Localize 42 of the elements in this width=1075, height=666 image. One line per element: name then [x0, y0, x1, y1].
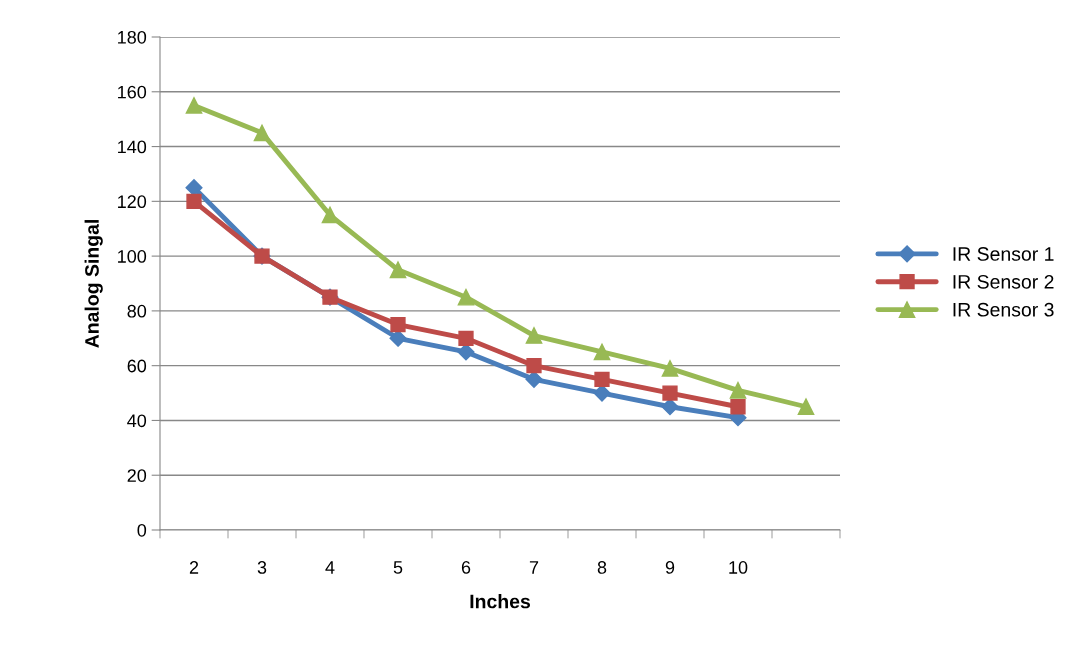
x-tick-label: 4 — [325, 561, 335, 574]
point — [662, 385, 678, 401]
x-tick-label: 5 — [393, 561, 403, 574]
point — [526, 358, 542, 374]
point — [185, 97, 203, 114]
x-tick-label: 6 — [461, 561, 471, 574]
legend-label: IR Sensor 2 — [953, 274, 1054, 289]
x-tick-label: 2 — [189, 561, 199, 574]
point — [525, 327, 543, 344]
point — [593, 343, 611, 361]
y-tick-label: 120 — [118, 195, 147, 209]
y-tick-label: 20 — [127, 469, 147, 482]
point — [458, 330, 474, 346]
point — [594, 371, 610, 388]
y-tick-label: 60 — [127, 359, 147, 373]
point — [390, 316, 406, 333]
y-tick-label: 100 — [118, 250, 147, 263]
x-tick-label: 9 — [665, 561, 675, 574]
point — [389, 261, 407, 279]
y-tick-label: 0 — [137, 523, 147, 537]
point — [253, 124, 271, 142]
x-tick-label: 8 — [597, 561, 607, 574]
legend-label: IR Sensor 3 — [953, 302, 1054, 317]
x-tick-label: 3 — [257, 561, 267, 574]
x-tick-label: 10 — [729, 561, 748, 574]
point — [729, 381, 747, 399]
y-tick-label: 180 — [118, 30, 147, 44]
y-tick-label: 40 — [127, 414, 147, 428]
x-axis-title: Inches — [470, 594, 531, 609]
point — [661, 398, 679, 416]
y-tick-label: 160 — [118, 85, 147, 99]
point — [186, 193, 202, 209]
point — [321, 206, 339, 224]
y-tick-label: 80 — [127, 304, 147, 318]
point — [730, 399, 746, 415]
y-axis-title: Analog Singal — [84, 220, 103, 348]
legend-label: IR Sensor 1 — [953, 247, 1054, 261]
point — [797, 398, 815, 416]
point — [457, 288, 475, 306]
y-tick-label: 140 — [118, 140, 147, 154]
point — [661, 360, 679, 377]
x-tick-label: 7 — [529, 561, 539, 574]
